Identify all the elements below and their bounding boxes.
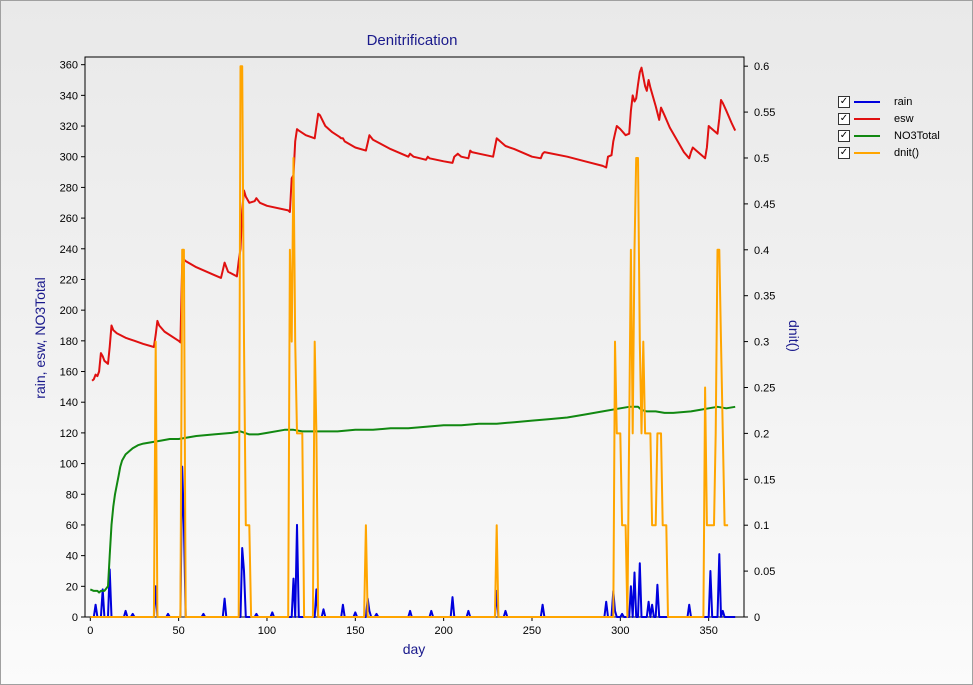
y-tick-label-right: 0.6 — [754, 61, 769, 73]
x-tick-label: 50 — [173, 625, 185, 637]
x-tick-label: 100 — [258, 625, 276, 637]
y-tick-label-right: 0.45 — [754, 199, 775, 211]
y-axis-label-left: rain, esw, NO3Total — [32, 277, 48, 398]
series-line-no3total — [89, 405, 736, 594]
x-tick-label: 150 — [346, 625, 364, 637]
y-tick-label-left: 140 — [60, 397, 78, 409]
y-tick-label-left: 200 — [60, 305, 78, 317]
checkbox-rain[interactable]: ✓ — [838, 95, 850, 108]
legend-item-dnit[interactable]: ✓ dnit() — [838, 144, 940, 161]
y-tick-label-left: 60 — [66, 520, 78, 532]
legend-label-dnit: dnit() — [894, 146, 920, 159]
y-tick-label-left: 160 — [60, 367, 78, 379]
y-tick-label-right: 0.2 — [754, 428, 769, 440]
series-line-rain — [90, 465, 736, 618]
y-tick-label-left: 0 — [72, 612, 78, 624]
y-tick-label-left: 300 — [60, 152, 78, 164]
y-tick-label-left: 180 — [60, 336, 78, 348]
series-line-esw — [91, 66, 737, 382]
y-tick-label-right: 0.55 — [754, 107, 775, 119]
y-tick-label-left: 320 — [60, 121, 78, 133]
y-tick-label-left: 360 — [60, 60, 78, 72]
swatch-dnit — [854, 151, 880, 154]
checkbox-esw[interactable]: ✓ — [838, 112, 850, 125]
legend-label-esw: esw — [894, 112, 914, 125]
y-axis-label-right: dnit() — [786, 320, 802, 352]
legend-label-no3total: NO3Total — [894, 129, 940, 142]
y-tick-label-left: 220 — [60, 274, 78, 286]
swatch-no3total — [854, 134, 880, 137]
y-tick-label-right: 0.35 — [754, 291, 775, 303]
x-tick-label: 0 — [87, 625, 93, 637]
legend-label-rain: rain — [894, 95, 913, 108]
swatch-esw — [854, 117, 880, 120]
legend-item-no3total[interactable]: ✓ NO3Total — [838, 127, 940, 144]
checkbox-no3total[interactable]: ✓ — [838, 129, 850, 142]
y-tick-label-left: 120 — [60, 428, 78, 440]
y-tick-label-left: 260 — [60, 213, 78, 225]
legend-item-rain[interactable]: ✓ rain — [838, 93, 940, 110]
legend-item-esw[interactable]: ✓ esw — [838, 110, 940, 127]
y-tick-label-left: 100 — [60, 459, 78, 471]
y-tick-label-left: 280 — [60, 182, 78, 194]
x-tick-label: 300 — [611, 625, 629, 637]
swatch-rain — [854, 100, 880, 103]
y-tick-label-left: 20 — [66, 581, 78, 593]
y-tick-label-right: 0.15 — [754, 474, 775, 486]
y-tick-label-right: 0.4 — [754, 245, 769, 257]
chart-title: Denitrification — [367, 32, 458, 49]
y-tick-label-right: 0.05 — [754, 566, 775, 578]
y-tick-label-left: 80 — [66, 489, 78, 501]
y-tick-label-right: 0 — [754, 612, 760, 624]
y-tick-label-left: 340 — [60, 90, 78, 102]
x-tick-label: 200 — [434, 625, 452, 637]
x-axis-label: day — [403, 641, 426, 657]
y-tick-label-right: 0.3 — [754, 337, 769, 349]
checkbox-dnit[interactable]: ✓ — [838, 146, 850, 159]
y-tick-label-right: 0.25 — [754, 382, 775, 394]
y-tick-label-left: 240 — [60, 244, 78, 256]
x-tick-label: 250 — [523, 625, 541, 637]
legend: ✓ rain ✓ esw ✓ NO3Total ✓ dnit() — [838, 93, 940, 161]
y-tick-label-right: 0.1 — [754, 520, 769, 532]
y-tick-label-right: 0.5 — [754, 153, 769, 165]
y-tick-label-left: 40 — [66, 551, 78, 563]
x-tick-label: 350 — [699, 625, 717, 637]
series-line-dnit — [90, 65, 729, 618]
